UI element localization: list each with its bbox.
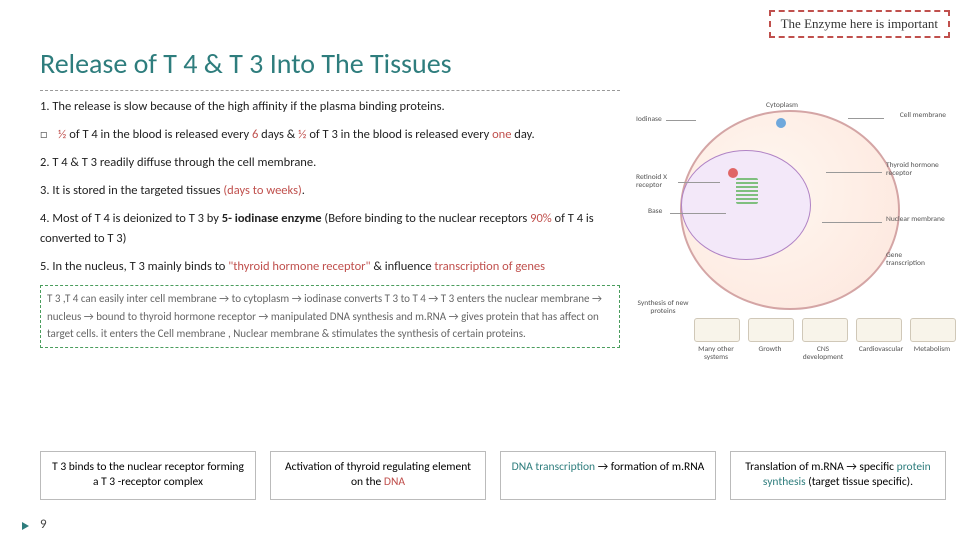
syn-box-icon	[748, 318, 794, 342]
label-transcription: Gene transcription	[886, 252, 940, 269]
box-1: T 3 binds to the nuclear receptor formin…	[40, 451, 256, 500]
point-1: 1. The release is slow because of the hi…	[40, 97, 620, 117]
summary-boxes: T 3 binds to the nuclear receptor formin…	[40, 451, 946, 500]
label-iodinase: Iodinase	[636, 116, 662, 124]
line-icon	[822, 222, 882, 223]
dna-helix-icon	[736, 178, 758, 204]
label-s3: CNS development	[796, 346, 850, 363]
slide-title: Release of T 4 & T 3 Into The Tissues	[40, 46, 452, 81]
line-icon	[826, 172, 882, 173]
syn-box-icon	[802, 318, 848, 342]
point-1a: ½ of T 4 in the blood is released every …	[58, 125, 620, 145]
page-number: 9	[40, 517, 47, 532]
line-icon	[678, 182, 720, 183]
box-2: Activation of thyroid regulating element…	[270, 451, 486, 500]
box-3: DNA transcription → formation of m.RNA	[500, 451, 716, 500]
label-s1: Many other systems	[692, 346, 740, 363]
label-cellmembrane: Cell membrane	[900, 112, 946, 120]
cell-diagram: Iodinase Cytoplasm Cell membrane Thyroid…	[636, 100, 946, 400]
cell-nucleus	[681, 150, 811, 260]
triangle-icon	[22, 522, 29, 530]
point-3: 3. It is stored in the targeted tissues …	[40, 181, 620, 201]
label-thr: Thyroid hormone receptor	[886, 162, 946, 179]
syn-box-icon	[856, 318, 902, 342]
point-2: 2. T 4 & T 3 readily diffuse through the…	[40, 153, 620, 173]
callout-note: The Enzyme here is important	[769, 10, 950, 38]
line-icon	[666, 120, 696, 121]
line-icon	[848, 118, 884, 119]
syn-box-icon	[694, 318, 740, 342]
point-4: 4. Most of T 4 is deionized to T 3 by 5-…	[40, 209, 620, 249]
hormone-icon	[776, 118, 786, 128]
line-icon	[670, 213, 726, 214]
label-rxr: Retinoid X receptor	[636, 174, 684, 191]
label-s2: Growth	[750, 346, 790, 354]
green-summary: T 3 ,T 4 can easily inter cell membrane …	[40, 285, 620, 348]
label-s5: Metabolism	[908, 346, 956, 354]
box-4: Translation of m.RNA → specific protein …	[730, 451, 946, 500]
syn-box-icon	[910, 318, 956, 342]
receptor-icon	[728, 168, 738, 178]
label-nuclearmembrane: Nuclear membrane	[886, 216, 946, 224]
label-synthesis: Synthesis of new proteins	[636, 300, 690, 317]
point-5: 5. In the nucleus, T 3 mainly binds to "…	[40, 257, 620, 277]
label-cytoplasm: Cytoplasm	[766, 102, 798, 110]
label-s4: Cardiovascular	[854, 346, 908, 354]
label-base: Base	[648, 208, 662, 216]
main-content: 1. The release is slow because of the hi…	[40, 90, 620, 348]
